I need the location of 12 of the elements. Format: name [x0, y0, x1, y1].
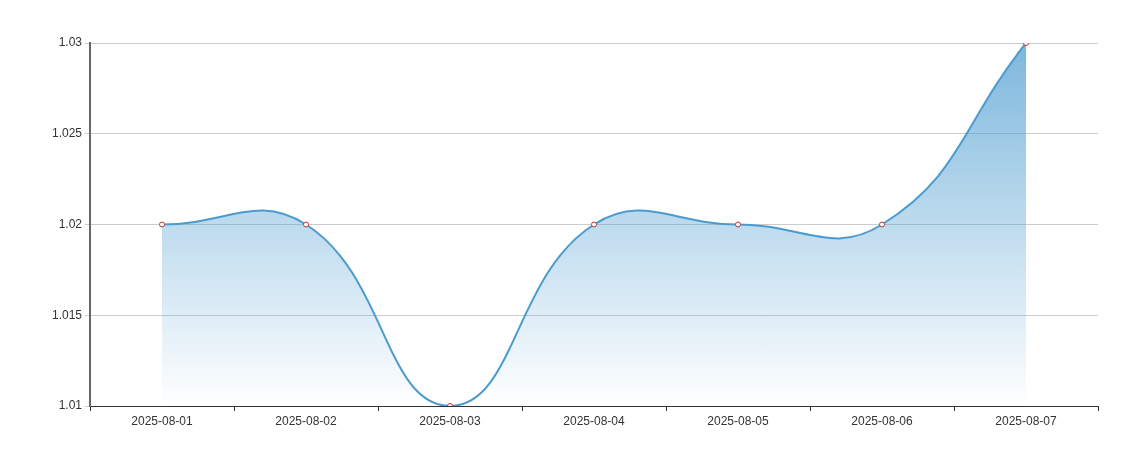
x-tick-label: 2025-08-05: [707, 413, 770, 428]
y-tick-label: 1.02: [58, 216, 83, 231]
y-tick-label: 1.03: [58, 35, 83, 50]
x-tick-label: 2025-08-04: [563, 413, 626, 428]
x-tick-label: 2025-08-07: [995, 413, 1058, 428]
y-tick-label: 1.01: [58, 398, 83, 413]
x-tick-label: 2025-08-01: [131, 413, 194, 428]
x-tick-label: 2025-08-03: [419, 413, 482, 428]
x-tick-label: 2025-08-06: [851, 413, 914, 428]
x-tick-label: 2025-08-02: [275, 413, 338, 428]
y-tick-label: 1.025: [51, 126, 83, 141]
y-tick-label: 1.015: [51, 307, 83, 322]
